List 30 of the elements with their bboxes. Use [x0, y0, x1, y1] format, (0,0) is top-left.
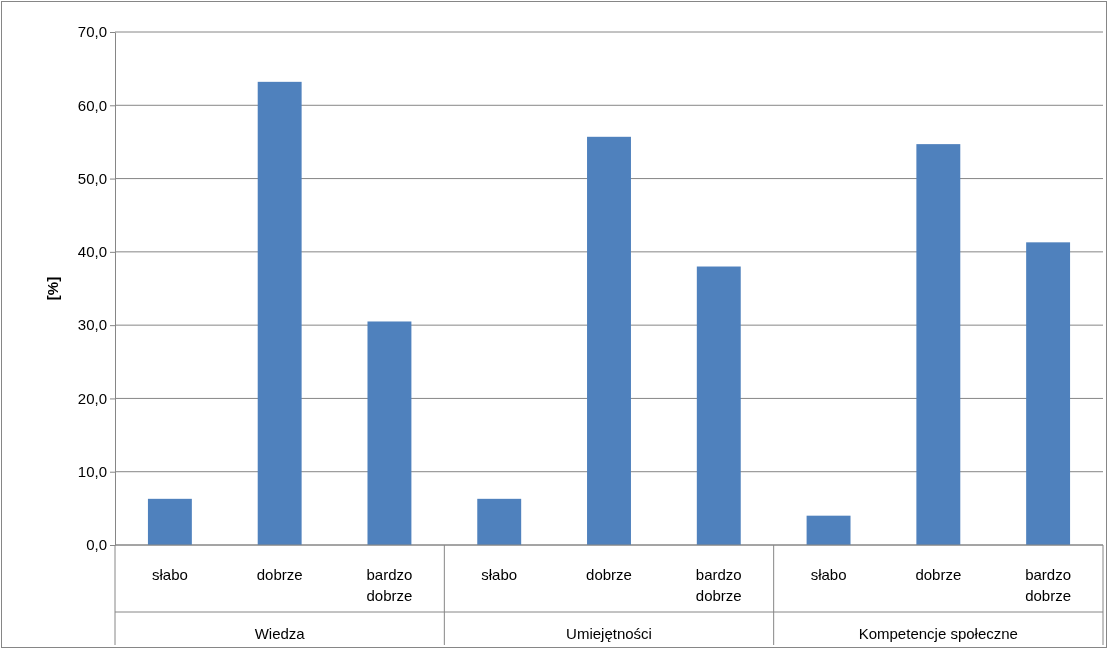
y-axis-title: [%]	[44, 276, 61, 301]
text: Kompetencje społeczne	[858, 625, 1018, 642]
y-tick-label: 60,0	[77, 96, 107, 114]
text: Umiejętności	[566, 625, 652, 642]
y-tick-label: 10,0	[77, 463, 107, 481]
bar	[147, 498, 192, 545]
x-tick-label: słabo	[481, 566, 518, 583]
bar	[477, 498, 522, 545]
x-tick-label: bardzo dobrze	[1025, 566, 1072, 604]
bar	[367, 321, 412, 545]
bar	[806, 515, 851, 545]
x-tick-label: bardzo dobrze	[695, 566, 742, 604]
y-tick-label: 20,0	[77, 389, 107, 407]
y-tick-label: 40,0	[77, 243, 107, 261]
bar	[1026, 242, 1071, 545]
x-tick-label: dobrze	[586, 566, 632, 583]
bar	[916, 144, 961, 545]
x-tick-label: dobrze	[915, 566, 962, 583]
bar	[696, 266, 741, 545]
x-tick-label: słabo	[810, 566, 847, 583]
y-tick-label: 30,0	[77, 316, 107, 334]
x-tick-label: bardzo dobrze	[366, 566, 413, 604]
bar	[257, 81, 302, 545]
bar	[587, 136, 631, 545]
y-tick-label: 0,0	[86, 536, 107, 554]
x-tick-label: dobrze	[256, 566, 303, 583]
text: Wiedza	[254, 625, 306, 642]
y-tick-label: 70,0	[77, 23, 107, 41]
x-tick-label: słabo	[151, 566, 188, 583]
y-tick-label: 50,0	[77, 169, 107, 187]
